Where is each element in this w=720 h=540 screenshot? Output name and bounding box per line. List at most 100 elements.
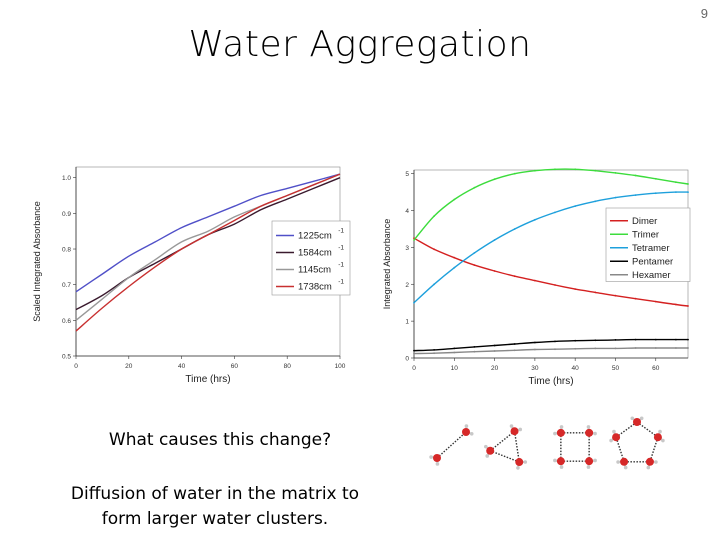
legend-label: Trimer bbox=[632, 229, 659, 240]
y-tick-label: 0 bbox=[405, 356, 409, 363]
data-point bbox=[534, 348, 536, 351]
hydrogen-atom bbox=[639, 416, 644, 421]
data-point bbox=[594, 169, 597, 172]
hydrogen-atom bbox=[616, 460, 620, 464]
oxygen-atom bbox=[510, 427, 519, 436]
water-molecule-icon bbox=[616, 457, 629, 470]
hydrogen-atom bbox=[523, 460, 528, 464]
data-point bbox=[534, 218, 536, 221]
x-tick-label: 40 bbox=[178, 363, 186, 370]
water-molecule-icon bbox=[462, 424, 474, 436]
data-point bbox=[493, 239, 496, 241]
slide-title: Water Aggregation bbox=[188, 24, 532, 65]
answer-text: Diffusion of water in the matrix to form… bbox=[70, 484, 360, 529]
y-tick-label: 4 bbox=[405, 208, 409, 215]
hydrogen-bond bbox=[615, 421, 638, 438]
oxygen-atom bbox=[556, 457, 565, 466]
water-molecule-icon bbox=[429, 454, 441, 466]
data-point bbox=[433, 248, 435, 251]
legend-label: Hexamer bbox=[632, 270, 671, 281]
data-point bbox=[687, 338, 689, 341]
data-point bbox=[554, 168, 556, 171]
data-point bbox=[594, 339, 597, 342]
data-point bbox=[473, 186, 476, 189]
y-tick-label: 2 bbox=[405, 282, 409, 289]
x-tick-label: 0 bbox=[412, 365, 416, 372]
data-point bbox=[574, 288, 577, 290]
data-point bbox=[654, 338, 657, 341]
data-point bbox=[473, 252, 476, 254]
data-point bbox=[574, 339, 577, 342]
data-point bbox=[513, 349, 516, 352]
data-point bbox=[574, 205, 577, 208]
legend-box bbox=[271, 220, 351, 296]
hydrogen-atom bbox=[661, 438, 665, 443]
data-point bbox=[473, 346, 476, 348]
data-point bbox=[574, 168, 577, 171]
water-molecule-icon bbox=[553, 425, 565, 437]
data-point bbox=[534, 341, 536, 344]
oxygen-atom bbox=[515, 458, 524, 467]
legend-label: Tetramer bbox=[632, 243, 669, 254]
data-point bbox=[614, 339, 617, 341]
data-point bbox=[433, 283, 435, 286]
legend-label: 1738cm bbox=[298, 282, 332, 293]
water-molecule-icon bbox=[484, 444, 495, 458]
data-point bbox=[493, 178, 496, 181]
data-point bbox=[413, 301, 415, 304]
legend-superscript: -1 bbox=[338, 228, 344, 235]
y-tick-label: 0.8 bbox=[62, 247, 71, 254]
hydrogen-atom bbox=[586, 425, 591, 429]
data-point bbox=[614, 196, 617, 199]
data-point bbox=[675, 181, 677, 184]
question-text: What causes this change? bbox=[108, 430, 332, 450]
data-point bbox=[513, 228, 516, 230]
hydrogen-atom bbox=[646, 465, 651, 470]
data-point bbox=[433, 352, 435, 355]
data-point bbox=[654, 177, 657, 180]
hydrogen-atom bbox=[586, 465, 591, 469]
data-point bbox=[554, 211, 556, 214]
data-point bbox=[594, 200, 597, 203]
hydrogen-atom bbox=[435, 462, 440, 466]
data-point bbox=[473, 264, 476, 266]
hydrogen-atom bbox=[553, 458, 557, 463]
data-point bbox=[433, 215, 435, 218]
data-point bbox=[675, 191, 677, 194]
x-tick-label: 0 bbox=[74, 363, 78, 370]
y-axis-label: Integrated Absorbance bbox=[382, 219, 392, 310]
legend-label: 1145cm bbox=[298, 265, 331, 276]
hydrogen-atom bbox=[485, 454, 490, 458]
hydrogen-atom bbox=[623, 465, 628, 470]
hydrogen-bond bbox=[489, 450, 520, 463]
x-tick-label: 100 bbox=[335, 363, 346, 370]
x-tick-label: 50 bbox=[612, 365, 620, 372]
hydrogen-atom bbox=[429, 455, 433, 459]
water-molecule-icon bbox=[645, 457, 658, 470]
data-point bbox=[554, 284, 556, 286]
oxygen-atom bbox=[486, 446, 495, 455]
hydrogen-bond bbox=[513, 431, 520, 463]
oxygen-atom bbox=[556, 428, 565, 437]
data-point bbox=[453, 198, 456, 201]
y-tick-label: 1 bbox=[405, 319, 409, 326]
legend-label: Dimer bbox=[632, 216, 657, 227]
y-tick-label: 0.9 bbox=[62, 211, 71, 218]
hydrogen-bond bbox=[649, 436, 659, 463]
water-molecule-icon bbox=[653, 429, 665, 443]
hydrogen-atom bbox=[593, 458, 597, 463]
data-point bbox=[687, 191, 689, 194]
data-point bbox=[493, 344, 496, 347]
hydrogen-atom bbox=[464, 424, 469, 428]
x-tick-label: 10 bbox=[451, 365, 459, 372]
data-point bbox=[493, 350, 496, 352]
oxygen-atom bbox=[645, 457, 654, 466]
data-point bbox=[594, 291, 597, 294]
page-number: 9 bbox=[700, 6, 708, 21]
hydrogen-atom bbox=[654, 460, 658, 464]
water-molecule-icon bbox=[630, 416, 644, 426]
data-point bbox=[473, 350, 476, 353]
legend-superscript: -1 bbox=[338, 279, 344, 286]
